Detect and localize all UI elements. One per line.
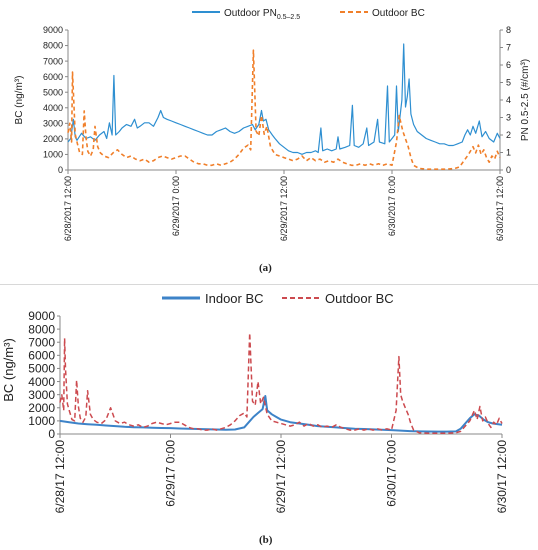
y-tick-label: 4000 xyxy=(43,103,63,113)
x-tick-label: 6/29/17 0:00 xyxy=(164,440,178,507)
caption-a: (a) xyxy=(259,262,272,274)
y-tick-label: 5000 xyxy=(43,87,63,97)
chart-b: Indoor BC Outdoor BC BC (ng/m³) 01000200… xyxy=(1,291,509,514)
x-tick-label: 6/30/17 0:00 xyxy=(385,440,399,507)
y-right-tick-label: 0 xyxy=(506,165,511,175)
y-right-tick-label: 5 xyxy=(506,78,511,88)
x-tick-label: 6/29/17 12:00 xyxy=(274,440,288,514)
x-tick-label: 6/30/2017 0:00 xyxy=(387,176,397,236)
y-right-tick-label: 4 xyxy=(506,95,511,105)
legend-pn-label: Outdoor PN0.5–2.5 xyxy=(224,8,300,21)
series-line-outdoor-bc xyxy=(59,332,503,435)
legend-a: Outdoor PN0.5–2.5 Outdoor BC xyxy=(192,8,425,21)
series-line-outdoor-pn-0-5-2-5 xyxy=(67,43,501,155)
y-tick-label: 9000 xyxy=(28,309,55,323)
y-tick-label: 0 xyxy=(58,165,63,175)
y-tick-label: 7000 xyxy=(43,56,63,66)
x-tick-label: 6/29/2017 12:00 xyxy=(279,176,289,241)
y-tick-label: 9000 xyxy=(43,25,63,35)
legend-indoor-label: Indoor BC xyxy=(205,291,264,306)
y-tick-label: 2000 xyxy=(43,134,63,144)
y-tick-label: 8000 xyxy=(43,41,63,51)
legend-bc-label: Outdoor BC xyxy=(372,8,425,19)
y-tick-label: 4000 xyxy=(28,375,55,389)
y-tick-label: 1000 xyxy=(43,150,63,160)
y-tick-label: 6000 xyxy=(28,349,55,363)
y-right-tick-label: 8 xyxy=(506,25,511,35)
legend-b: Indoor BC Outdoor BC xyxy=(162,291,394,306)
series-line-indoor-bc xyxy=(59,395,503,433)
chart-a: Outdoor PN0.5–2.5 Outdoor BC BC (ng/m³) … xyxy=(14,8,531,241)
y-tick-label: 8000 xyxy=(28,322,55,336)
y-tick-label: 1000 xyxy=(28,414,55,428)
y-right-axis-label-a: PN 0.5-2.5 (#/cm³) xyxy=(520,59,531,141)
legend-outdoor-label: Outdoor BC xyxy=(325,291,394,306)
x-tick-label: 6/30/2017 12:00 xyxy=(495,176,505,241)
caption-b: (b) xyxy=(259,534,273,546)
y-right-tick-label: 6 xyxy=(506,60,511,70)
y-left-axis-label-a: BC (ng/m³) xyxy=(14,76,25,125)
y-tick-label: 3000 xyxy=(43,118,63,128)
y-tick-label: 3000 xyxy=(28,388,55,402)
panel-divider xyxy=(0,284,538,285)
series-line-outdoor-bc xyxy=(67,49,501,170)
y-right-tick-label: 2 xyxy=(506,130,511,140)
x-tick-label: 6/28/2017 12:00 xyxy=(63,176,73,241)
x-tick-label: 6/29/2017 0:00 xyxy=(171,176,181,236)
y-tick-label: 2000 xyxy=(28,401,55,415)
y-right-tick-label: 1 xyxy=(506,148,511,158)
x-tick-label: 6/28/17 12:00 xyxy=(53,440,67,514)
y-tick-label: 7000 xyxy=(28,335,55,349)
y-right-tick-label: 3 xyxy=(506,113,511,123)
y-tick-label: 5000 xyxy=(28,362,55,376)
y-right-tick-label: 7 xyxy=(506,43,511,53)
y-tick-label: 6000 xyxy=(43,72,63,82)
y-tick-label: 0 xyxy=(48,427,55,441)
x-tick-label: 6/30/17 12:00 xyxy=(495,440,509,514)
y-axis-label-b: BC (ng/m³) xyxy=(1,338,16,402)
